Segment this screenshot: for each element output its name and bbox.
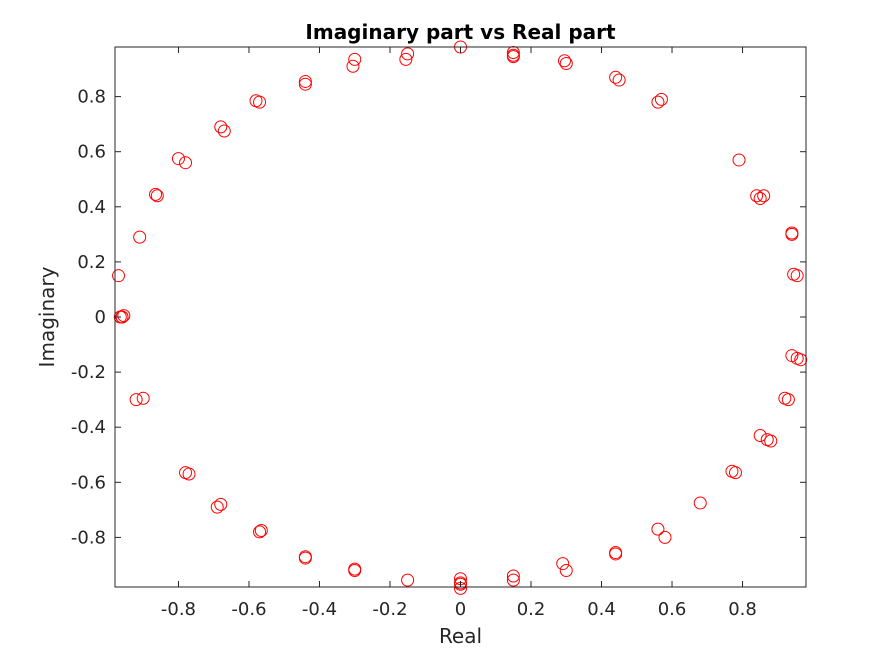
x-tick-label: 0.8 [728,599,757,620]
data-point [764,434,778,448]
data-point [790,269,804,283]
data-point [757,189,771,203]
data-point [210,500,224,514]
y-tick-label: 0.6 [77,142,106,163]
data-point [693,496,707,510]
data-point [609,70,623,84]
data-point [654,92,668,106]
data-point [753,428,767,442]
data-point [651,95,665,109]
data-point [794,353,808,367]
plot-area [115,47,806,587]
y-tick-label: -0.6 [71,472,106,493]
data-point [401,47,415,61]
data-point [612,73,626,87]
data-point [149,187,163,201]
data-point [179,156,193,170]
data-point [298,74,312,88]
data-point [558,54,572,68]
data-point [182,467,196,481]
x-tick-label: 0.2 [517,599,546,620]
data-point [298,551,312,565]
data-point [254,524,268,538]
x-tick-label: -0.8 [161,599,196,620]
x-axis-ticks: -0.8 -0.6 -0.4 -0.2 0 0.2 0.4 0.6 0.8 [161,47,757,620]
y-tick-label: 0 [95,307,106,328]
x-axis-label: Real [439,624,482,648]
x-tick-label: 0 [455,599,466,620]
data-point [506,50,520,64]
data-point [133,230,147,244]
data-point [454,577,467,591]
data-point [253,95,267,109]
data-point [609,546,623,560]
y-tick-label: 0.2 [77,252,106,273]
data-point [556,557,570,571]
data-point [506,573,520,587]
x-tick-label: -0.4 [302,599,337,620]
data-point [217,124,231,138]
data-point [753,192,767,206]
y-tick-label: 0.8 [77,87,106,108]
data-point [725,464,739,478]
data-point [651,522,665,536]
data-point [298,77,312,91]
data-point [658,530,672,544]
data-point [348,563,362,577]
data-point [112,269,126,283]
data-point [150,189,164,203]
data-point [346,59,360,73]
data-point [171,152,185,166]
data-point [781,393,795,407]
data-point [253,525,267,539]
data-point [214,120,228,134]
y-tick-label: -0.4 [71,417,106,438]
x-tick-label: 0.6 [658,599,687,620]
y-tick-label: -0.8 [71,527,106,548]
data-point [214,497,228,511]
x-tick-label: -0.6 [231,599,266,620]
data-point [401,573,415,587]
data-point [732,153,746,167]
data-point [129,393,143,407]
y-axis-ticks: -0.8 -0.6 -0.4 -0.2 0 0.2 0.4 0.6 0.8 [71,87,806,548]
data-point [559,563,573,577]
data-point [785,227,799,241]
chart-title: Imaginary part vs Real part [305,20,616,44]
x-tick-label: 0.4 [587,599,616,620]
data-point [506,569,520,583]
data-point [348,52,362,66]
data-point [136,391,150,405]
data-point [750,189,764,203]
y-axis-label: Imaginary [35,266,59,367]
data-point [399,52,413,66]
data-point [559,57,573,71]
y-tick-label: 0.4 [77,197,106,218]
y-tick-label: -0.2 [71,362,106,383]
x-tick-label: -0.2 [372,599,407,620]
